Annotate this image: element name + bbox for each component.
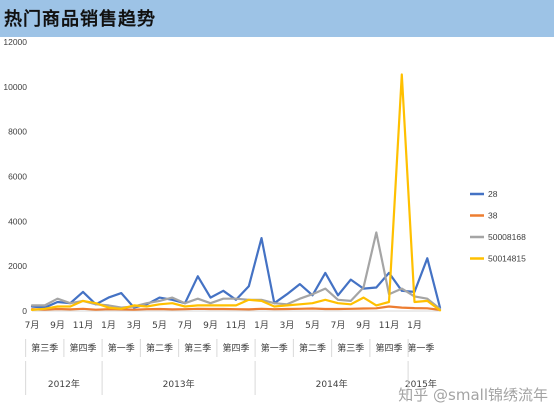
year-label: 2015年 [405,378,437,390]
x-tick-label: 9月 [203,320,218,331]
page-title: 热门商品销售趋势 [4,9,156,30]
quarter-label: 第四季 [222,342,249,354]
y-tick-label: 12000 [3,37,27,47]
quarter-label: 第二季 [299,342,326,354]
quarter-label: 第三季 [184,342,211,354]
series-line-50008168 [30,231,442,310]
series-line-38 [30,305,442,311]
line-chart: 0 2000 4000 6000 8000 10000 12000 7月 9月 11月 1月 3月 5… [3,37,526,395]
y-tick-label: 2000 [8,261,27,271]
y-tick-label: 10000 [3,82,27,92]
legend-label: 28 [488,189,498,199]
quarter-label: 第四季 [69,342,96,354]
y-tick-label: 8000 [8,127,27,137]
title-bar: 热门商品销售趋势 [0,0,554,37]
x-tick-label: 11月 [73,320,93,331]
quarter-label: 第三季 [337,342,364,354]
quarter-label: 第三季 [31,342,58,354]
x-tick-label: 3月 [280,320,295,331]
x-tick-label: 11月 [226,320,246,331]
x-tick-label: 7月 [331,320,346,331]
series-line-50014815 [30,73,442,312]
x-tick-label: 9月 [356,320,371,331]
y-tick-label: 6000 [8,172,27,182]
quarter-label: 第一季 [261,342,288,354]
x-tick-label: 7月 [178,320,193,331]
y-tick-label: 4000 [8,216,27,226]
x-tick-label: 5月 [305,320,320,331]
x-tick-label: 1月 [254,320,269,331]
y-axis: 0 2000 4000 6000 8000 10000 12000 [3,37,27,316]
watermark: 知乎 @small锦绣流年 [398,386,548,404]
plot-area [30,73,442,312]
x-tick-label: 1月 [407,320,422,331]
year-label: 2014年 [316,378,348,390]
legend-label: 38 [488,211,498,221]
x-tick-label: 9月 [50,320,65,331]
x-tick-label: 1月 [101,320,116,331]
quarter-label: 第四季 [375,342,402,354]
year-label: 2013年 [163,378,195,390]
legend-label: 50014815 [488,254,526,264]
legend: 28 38 50008168 50014815 [470,189,526,264]
x-tick-label: 7月 [25,320,40,331]
x-tick-label: 3月 [127,320,142,331]
year-label: 2012年 [48,378,80,390]
quarter-label: 第二季 [146,342,173,354]
quarter-label: 第一季 [108,342,135,354]
x-tick-label: 5月 [152,320,167,331]
y-tick-label: 0 [22,306,27,316]
legend-label: 50008168 [488,232,526,242]
quarter-label: 第一季 [407,342,434,354]
x-tick-label: 11月 [379,320,399,331]
